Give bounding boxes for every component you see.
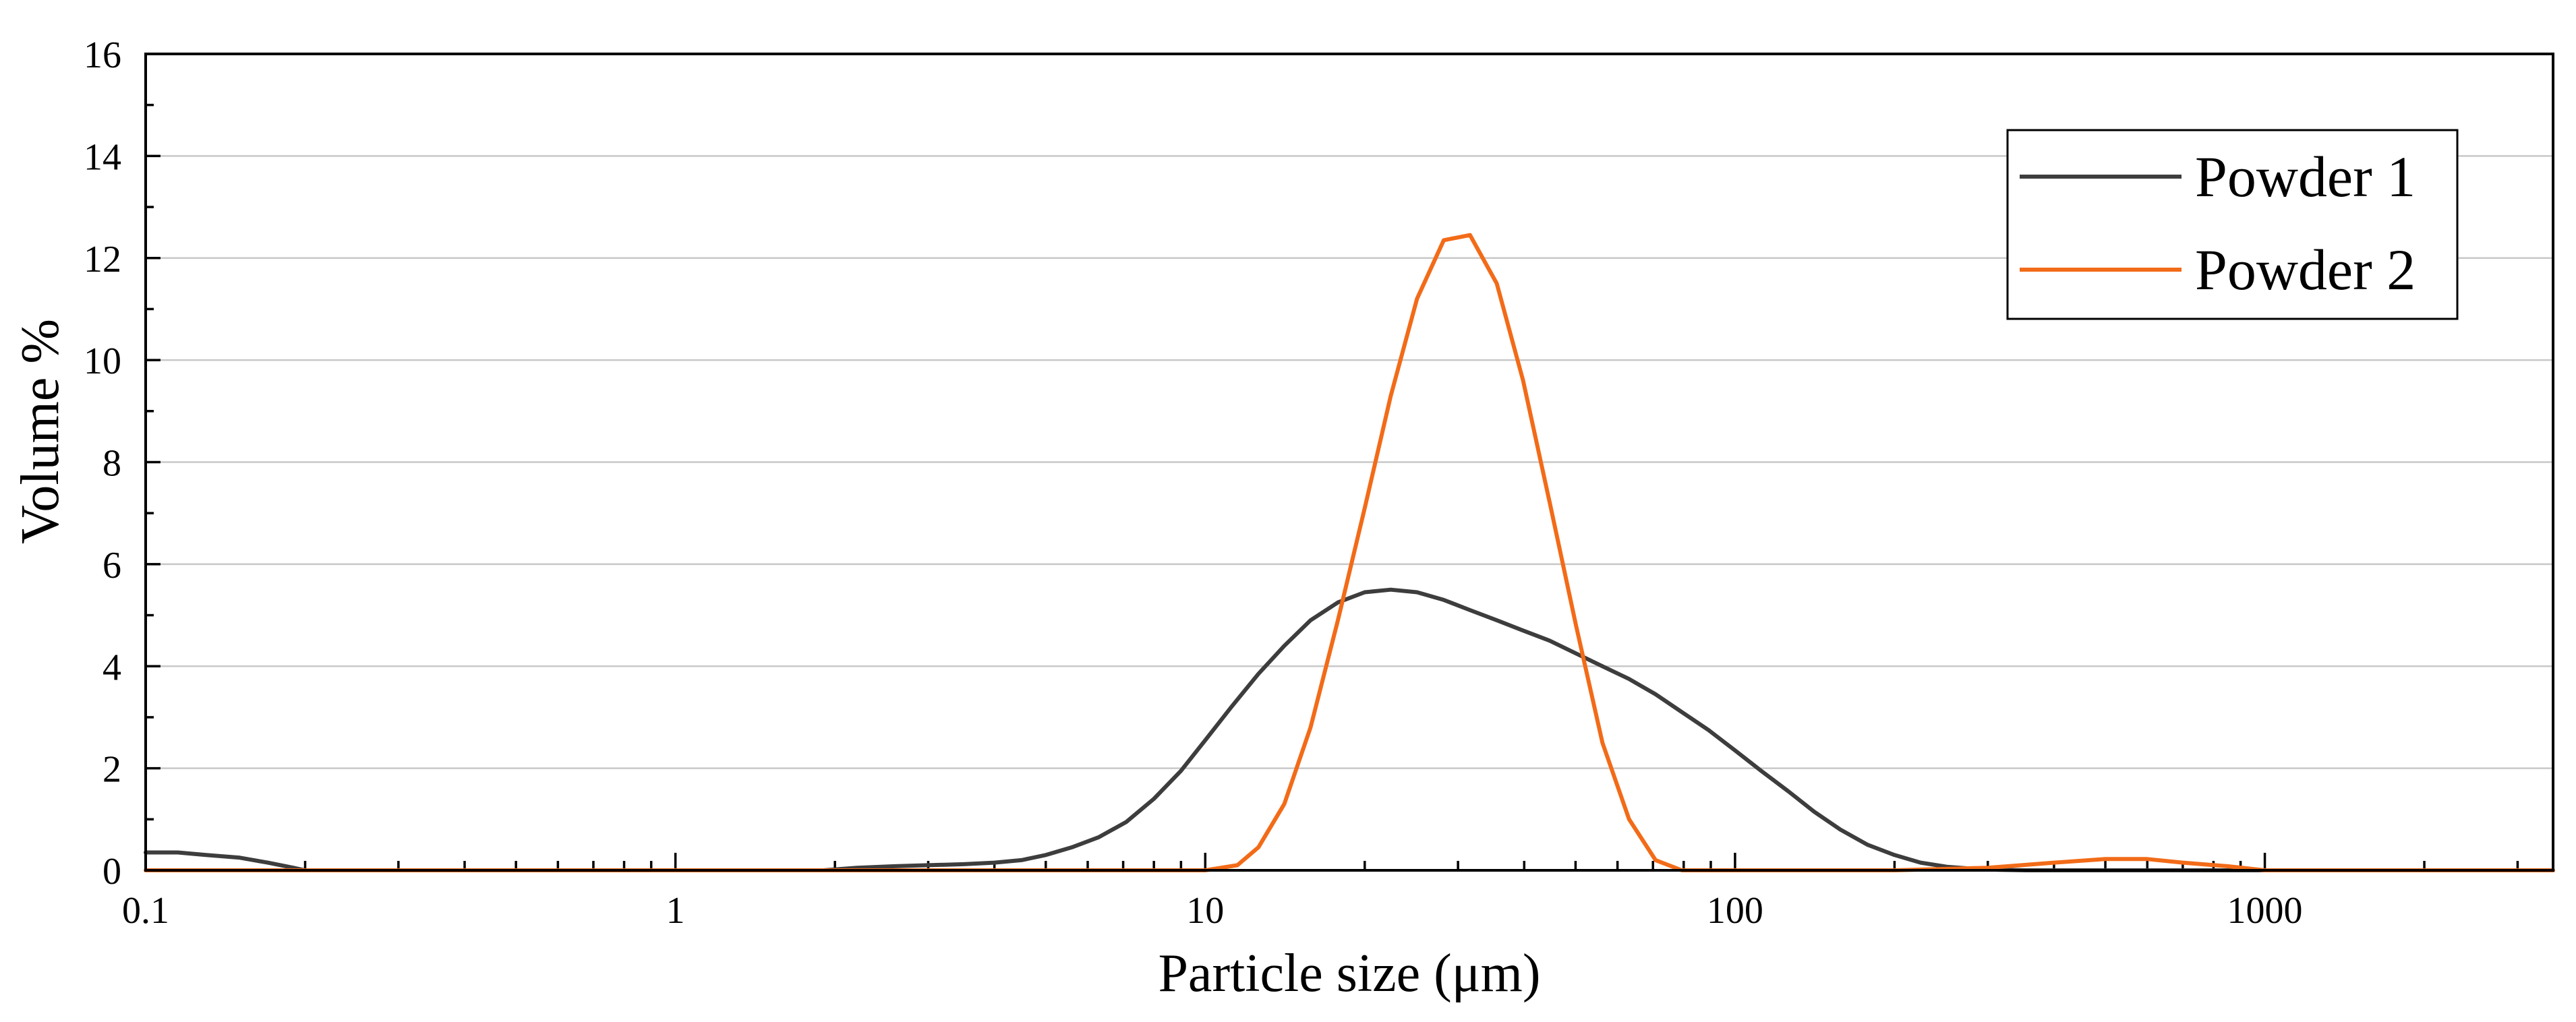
- series-lines: [144, 233, 2555, 872]
- y-tick-label: 12: [84, 239, 121, 280]
- y-axis-title: Volume %: [11, 319, 70, 544]
- x-axis-ticks: 0.1 1 10 100 1000: [122, 853, 2519, 932]
- x-axis-title: Particle size (μm): [1158, 944, 1540, 1003]
- y-tick-label: 16: [84, 34, 121, 76]
- series-line-powder-2: [144, 233, 2555, 872]
- y-tick-label: 10: [84, 340, 121, 382]
- legend-label-powder-2: Powder 2: [2195, 237, 2416, 302]
- x-tick-label: 10: [1186, 890, 1224, 932]
- y-tick-label: 14: [84, 136, 121, 178]
- y-tick-label: 8: [103, 443, 121, 485]
- legend-box: [2006, 129, 2459, 320]
- y-tick-label: 2: [103, 749, 121, 791]
- x-tick-label: 1: [666, 890, 685, 932]
- x-tick-label: 100: [1707, 890, 1763, 932]
- y-axis-ticks: 0 2 4 6 8 10 12 14 16: [84, 34, 160, 893]
- legend: Powder 1 Powder 2: [2006, 129, 2459, 320]
- x-tick-label: 0.1: [122, 890, 169, 932]
- plot-frame: [144, 53, 2554, 872]
- y-tick-label: 0: [103, 851, 121, 893]
- y-tick-label: 4: [103, 647, 121, 688]
- y-tick-label: 6: [103, 545, 121, 587]
- x-tick-label: 1000: [2227, 890, 2303, 932]
- legend-label-powder-1: Powder 1: [2195, 144, 2416, 209]
- series-line-powder-1: [144, 587, 2555, 872]
